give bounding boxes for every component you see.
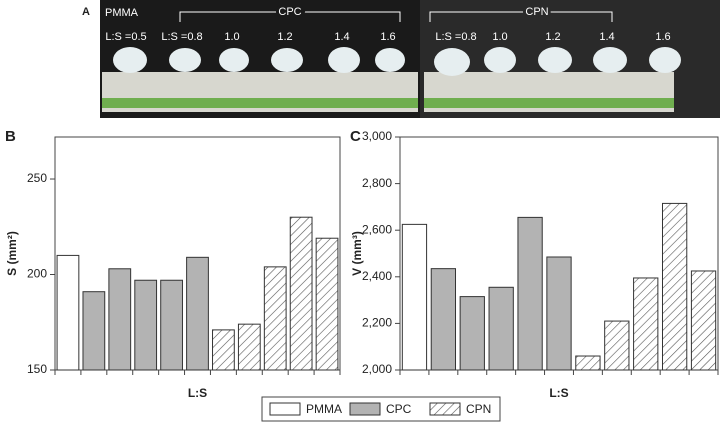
bar <box>160 279 183 371</box>
bar <box>546 256 572 371</box>
bar <box>237 323 261 371</box>
legend-swatch <box>349 402 381 416</box>
y-tick-label: 2,400 <box>362 269 392 283</box>
panel-label: C <box>350 128 361 145</box>
group-bracket <box>179 11 613 22</box>
ratio-label: L:S =0.8 <box>161 31 202 43</box>
y-tick-label: 250 <box>27 171 47 185</box>
bar <box>604 320 630 371</box>
y-tick-label: 200 <box>27 267 47 281</box>
photo-panel: A PMMA CPC CPN L:S =0.5 L:S =0.8 1.0 1.2… <box>82 0 720 118</box>
panel-label: A <box>82 6 90 18</box>
y-tick-label: 3,000 <box>362 129 392 143</box>
group-label: PMMA <box>105 7 139 19</box>
y-axis-label: V (mm³) <box>350 231 364 276</box>
y-tick-label: 150 <box>27 362 47 376</box>
x-axis-label: L:S <box>549 386 568 400</box>
ratio-label: 1.6 <box>380 31 395 43</box>
bar <box>401 223 428 371</box>
ratio-label: 1.6 <box>655 31 670 43</box>
legend-swatch <box>429 402 461 416</box>
bar <box>289 216 313 371</box>
samples <box>113 47 681 76</box>
bar <box>212 329 235 371</box>
legend-label: CPN <box>466 402 491 416</box>
ruler-band <box>424 98 674 108</box>
bar <box>459 296 485 371</box>
bar <box>186 256 209 371</box>
y-axis-label: S (mm²) <box>5 231 19 276</box>
bar <box>633 277 659 371</box>
bar <box>82 291 106 371</box>
legend-label: PMMA <box>306 402 342 416</box>
legend-label: CPC <box>386 402 412 416</box>
legend-swatch <box>269 402 301 416</box>
ratio-label: 1.4 <box>334 31 349 43</box>
bar <box>315 237 339 371</box>
ratio-label: L:S =0.5 <box>105 31 146 43</box>
group-label: CPN <box>525 6 548 18</box>
bar <box>430 268 457 371</box>
bar <box>134 279 158 371</box>
bar <box>56 254 80 371</box>
panel-label: B <box>5 128 16 145</box>
y-tick-label: 2,200 <box>362 316 392 330</box>
bar <box>661 202 688 371</box>
ratio-label: 1.0 <box>492 31 507 43</box>
bar <box>263 266 287 371</box>
bar <box>488 286 514 371</box>
ratio-label: 1.0 <box>224 31 239 43</box>
ratio-label: 1.2 <box>545 31 560 43</box>
ruler-band <box>102 98 418 108</box>
bar <box>690 270 717 371</box>
bar <box>517 216 543 371</box>
y-tick-label: 2,800 <box>362 176 392 190</box>
x-axis-label: L:S <box>188 386 207 400</box>
ratio-label: 1.2 <box>277 31 292 43</box>
ratio-label: L:S =0.8 <box>435 31 476 43</box>
bar <box>108 268 132 371</box>
y-tick-label: 2,600 <box>362 222 392 236</box>
ratio-label: 1.4 <box>599 31 614 43</box>
bar <box>575 355 601 371</box>
group-label: CPC <box>278 6 301 18</box>
y-tick-label: 2,000 <box>362 362 392 376</box>
